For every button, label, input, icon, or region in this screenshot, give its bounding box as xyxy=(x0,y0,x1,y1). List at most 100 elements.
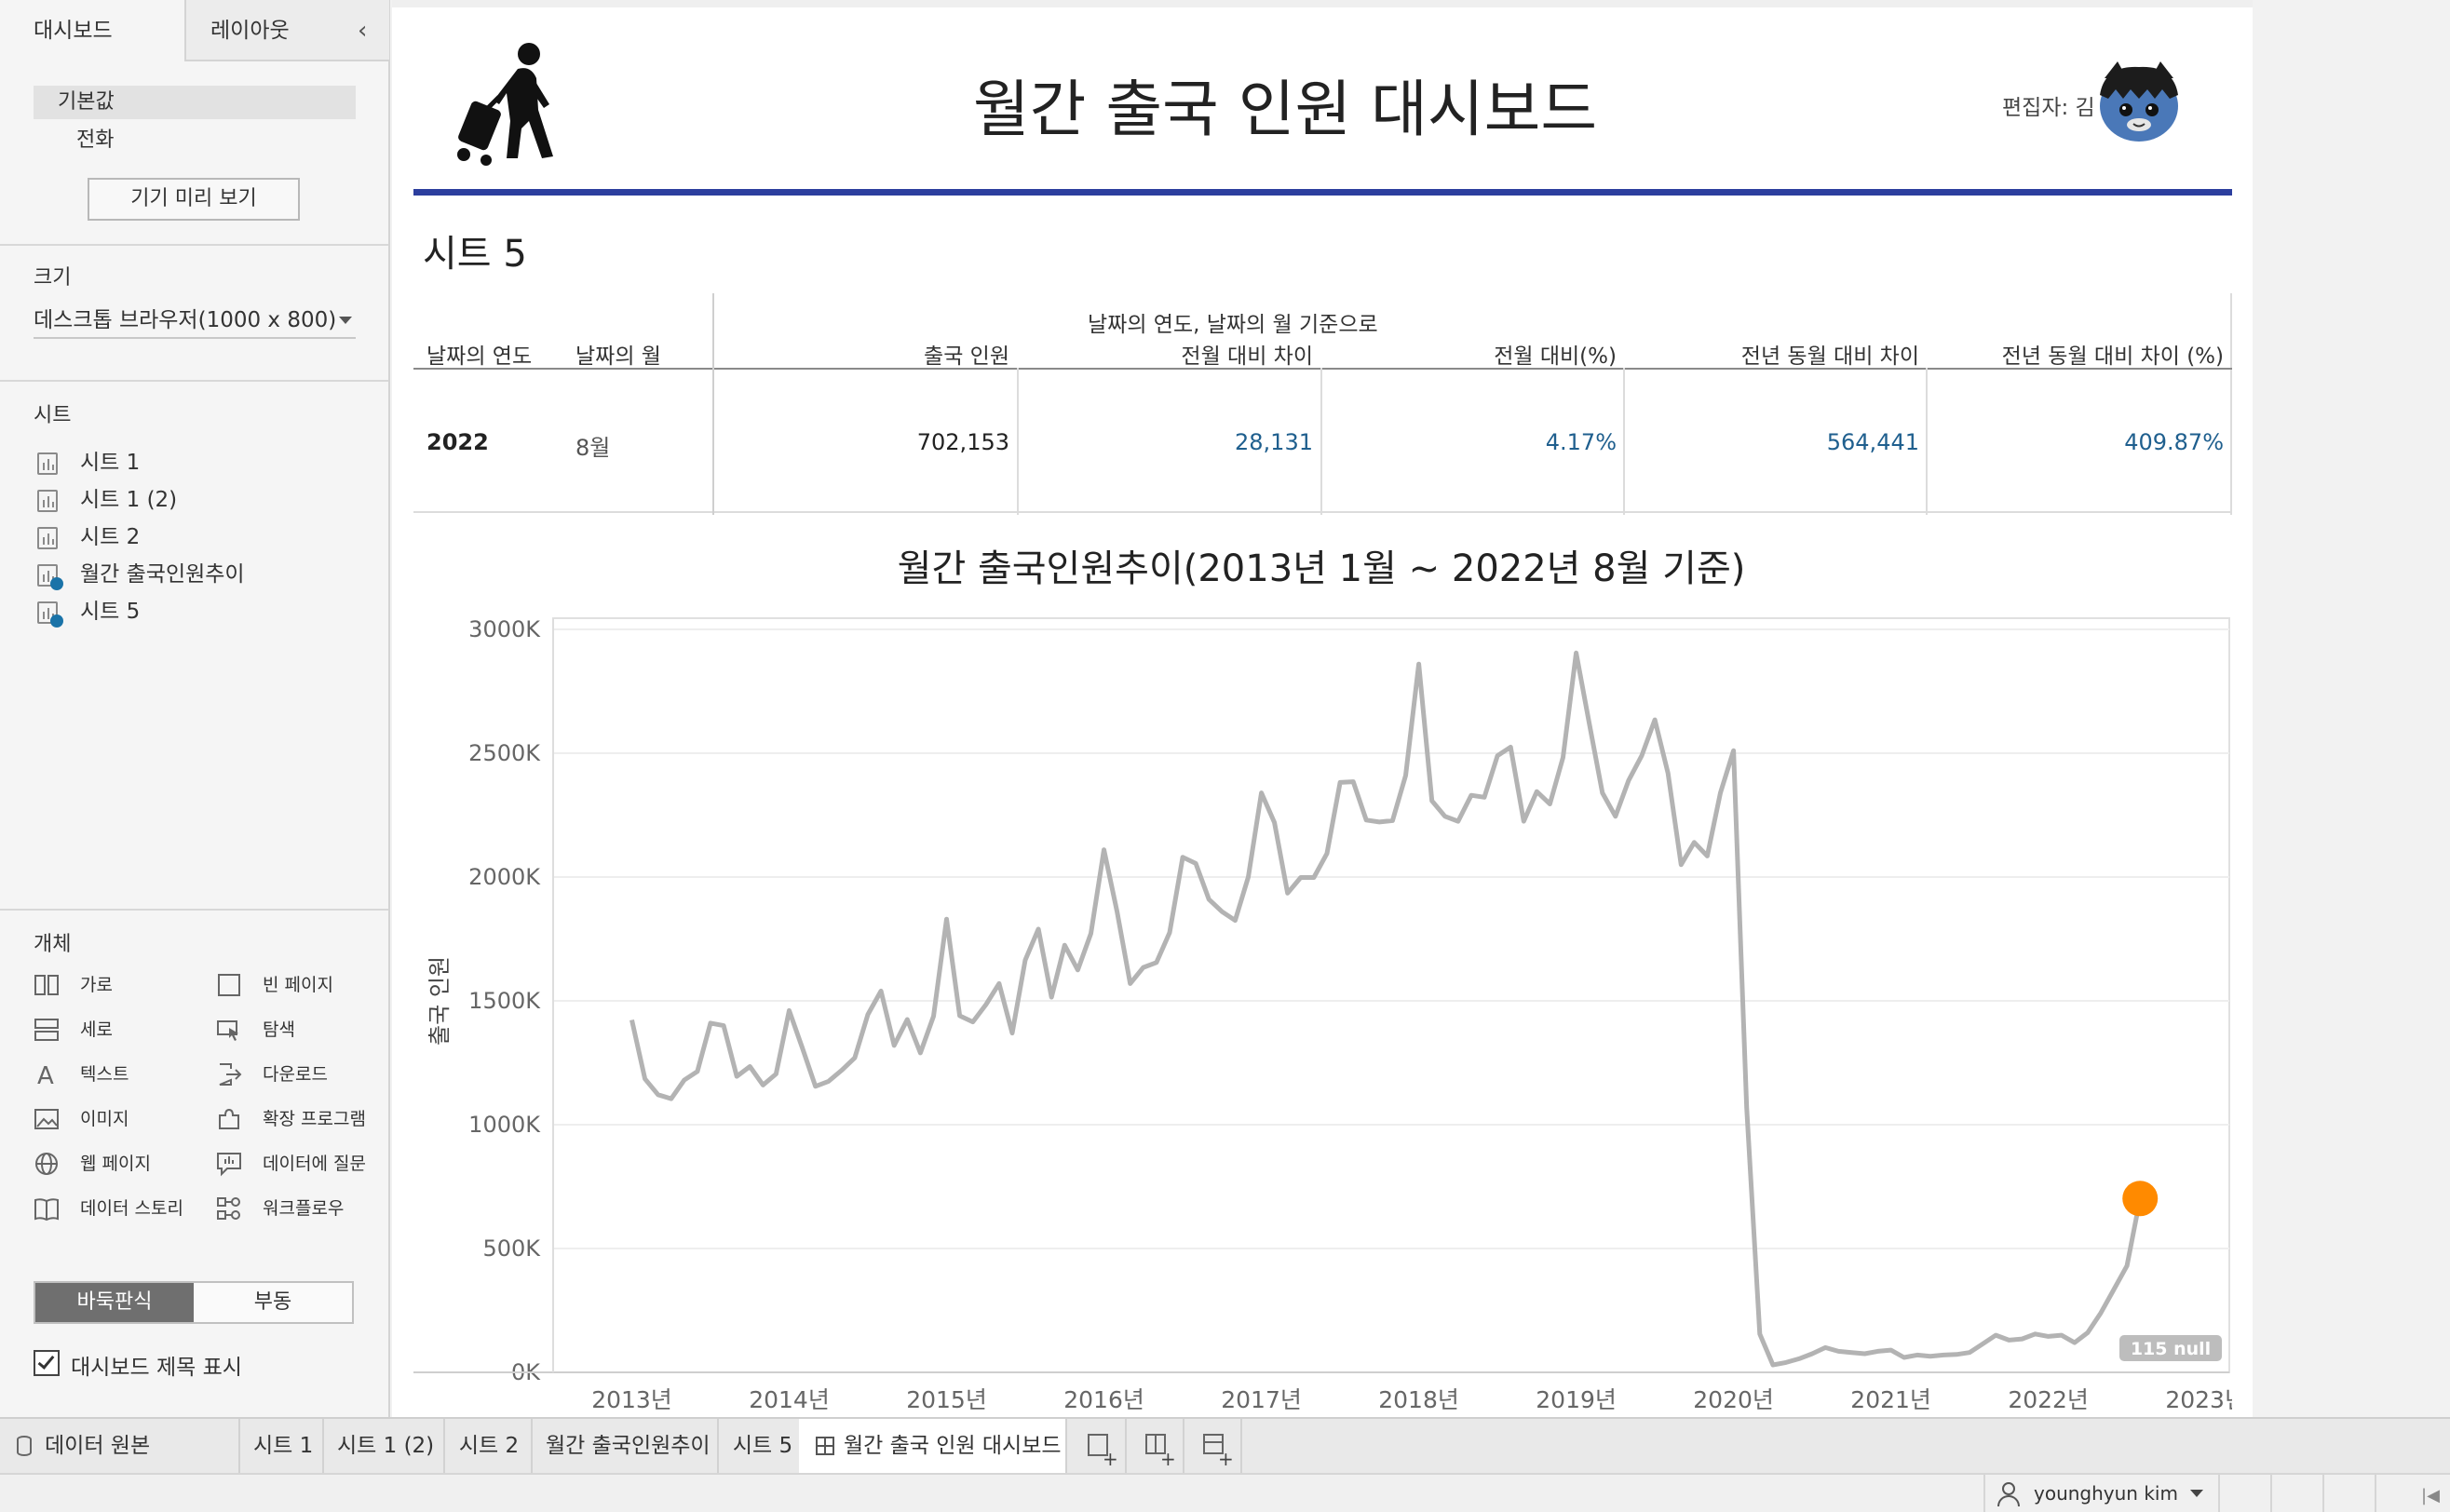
user-menu[interactable]: younghyun kim xyxy=(1983,1475,2216,1512)
table-group-header: 날짜의 연도, 날짜의 월 기준으로 xyxy=(1088,313,1378,337)
status-button[interactable] xyxy=(2322,1475,2375,1512)
x-tick-label: 2019년 xyxy=(1536,1386,1617,1413)
x-tick-label: 2013년 xyxy=(591,1386,672,1413)
ask-data-icon xyxy=(217,1153,241,1177)
floating-button[interactable]: 부동 xyxy=(194,1283,352,1322)
objects-section-title: 개체 xyxy=(34,933,72,956)
x-tick-label: 2021년 xyxy=(1850,1386,1931,1413)
tab-data-source[interactable]: 데이터 원본 xyxy=(0,1419,240,1473)
x-tick-label: 2020년 xyxy=(1693,1386,1774,1413)
svg-text:A: A xyxy=(37,1062,54,1087)
divider xyxy=(0,909,388,911)
placement-toggle: 바둑판식 부동 xyxy=(34,1281,354,1324)
sheet-tab[interactable]: 시트 1 xyxy=(242,1419,324,1473)
tab-dashboard-label: 월간 출국 인원 대시보드 xyxy=(844,1434,1062,1458)
sheet-tab[interactable]: 월간 출국인원추이 xyxy=(535,1419,719,1473)
sheet-item-label: 시트 5 xyxy=(80,600,141,624)
null-badge-label: 115 null xyxy=(2131,1339,2211,1359)
y-tick-label: 500K xyxy=(482,1235,541,1262)
status-button[interactable] xyxy=(2218,1475,2270,1512)
status-bar: younghyun kim |◀ xyxy=(0,1473,2450,1512)
avatar xyxy=(2100,61,2178,142)
y-axis-label: 출국 인원 xyxy=(426,956,453,1046)
size-value: 데스크톱 브라우저(1000 x 800) xyxy=(34,308,337,332)
null-badge xyxy=(2119,1335,2222,1361)
text-icon: A xyxy=(37,1062,54,1087)
table-col-divider xyxy=(1623,368,1625,515)
tab-data-source-label: 데이터 원본 xyxy=(45,1434,151,1458)
object-item-label: 데이터에 질문 xyxy=(263,1154,366,1174)
highlight-point xyxy=(2122,1181,2159,1217)
worksheet-icon xyxy=(37,527,58,549)
sheet-item-label: 시트 1 xyxy=(80,451,141,475)
header-yoy-diff: 전년 동월 대비 차이 xyxy=(1740,344,1919,369)
worksheet-icon xyxy=(37,490,58,512)
y-tick-label: 2000K xyxy=(468,864,541,890)
show-title-label: 대시보드 제목 표시 xyxy=(71,1356,242,1380)
user-name: younghyun kim xyxy=(2034,1482,2178,1505)
device-phone[interactable]: 전화 xyxy=(76,128,115,152)
cell-mom-diff: 28,131 xyxy=(1235,429,1313,455)
canvas-margin xyxy=(2253,0,2450,1417)
blank-icon xyxy=(218,974,240,996)
cell-month: 8월 xyxy=(575,435,611,461)
chart-background xyxy=(413,611,2232,1417)
database-icon xyxy=(17,1436,32,1456)
chevron-left-icon[interactable]: ‹ xyxy=(358,17,368,45)
header-yoy-pct: 전년 동월 대비 차이 (%) xyxy=(2001,344,2224,369)
cell-yoy-diff: 564,441 xyxy=(1826,429,1919,455)
x-tick-label: 2014년 xyxy=(749,1386,830,1413)
table-bottom-rule xyxy=(413,511,2232,513)
divider xyxy=(0,244,388,246)
cell-yoy-pct: 409.87% xyxy=(2124,429,2224,455)
size-dropdown[interactable]: 데스크톱 브라우저(1000 x 800) xyxy=(34,304,356,339)
table-col-divider xyxy=(1320,368,1322,515)
header-year: 날짜의 연도 xyxy=(426,344,533,369)
show-title-checkbox[interactable] xyxy=(34,1350,60,1376)
sheet-tab[interactable]: 시트 1 (2) xyxy=(326,1419,445,1473)
summary-table: 날짜의 연도, 날짜의 월 기준으로 날짜의 연도 날짜의 월 출국 인원 전월… xyxy=(413,293,2232,515)
object-item-label: 다운로드 xyxy=(263,1064,328,1085)
header-mom-pct: 전월 대비(%) xyxy=(1494,344,1617,369)
status-button[interactable] xyxy=(2270,1475,2322,1512)
x-tick-label: 2022년 xyxy=(2008,1386,2089,1413)
new-worksheet-icon[interactable]: + xyxy=(1073,1419,1127,1473)
sheet-item-label: 시트 1 (2) xyxy=(80,488,178,512)
object-item-label: 텍스트 xyxy=(80,1064,129,1085)
table-col-divider xyxy=(1017,368,1019,515)
new-dashboard-icon[interactable]: + xyxy=(1130,1419,1184,1473)
check-badge-icon xyxy=(50,614,63,628)
dashboard-title: 월간 출국 인원 대시보드 xyxy=(972,74,1598,145)
cell-departures: 702,153 xyxy=(916,429,1009,455)
sheet-tab-bar: 데이터 원본 시트 1 시트 1 (2) 시트 2 월간 출국인원추이 시트 5 월간 … xyxy=(0,1417,2450,1473)
y-tick-label: 1000K xyxy=(468,1112,541,1138)
tab-layout[interactable]: 레이아웃 xyxy=(184,0,389,61)
device-default[interactable]: 기본값 xyxy=(34,86,356,119)
navigation-icon xyxy=(217,1020,238,1041)
tiled-button[interactable]: 바둑판식 xyxy=(35,1283,194,1322)
download-icon xyxy=(219,1063,242,1086)
departures-line-chart: 0K 500K 1000K 1500K 2000K 2500K 3000K 2013년 2014… xyxy=(413,611,2232,1417)
y-tick-label: 3000K xyxy=(468,616,541,642)
device-preview-button[interactable]: 기기 미리 보기 xyxy=(88,178,300,221)
new-story-icon[interactable]: + xyxy=(1188,1419,1242,1473)
caret-down-icon xyxy=(2190,1490,2203,1497)
sheet-item-label: 월간 출국인원추이 xyxy=(80,562,245,587)
sheet-tab[interactable]: 시트 2 xyxy=(447,1419,533,1473)
sheets-section-title: 시트 xyxy=(34,404,72,427)
tab-dashboard-active[interactable]: 월간 출국 인원 대시보드 xyxy=(799,1419,1067,1473)
skip-first-icon: |◀ xyxy=(2421,1486,2440,1505)
object-item-label: 웹 페이지 xyxy=(80,1154,151,1174)
extension-icon xyxy=(219,1108,239,1129)
object-item-label: 가로 xyxy=(80,975,113,995)
cell-year: 2022 xyxy=(426,429,489,455)
first-sheet-button[interactable]: |◀ xyxy=(2375,1475,2450,1512)
object-item-label: 세로 xyxy=(80,1019,113,1040)
top-strip xyxy=(392,0,2450,7)
x-tick-label: 2017년 xyxy=(1221,1386,1302,1413)
sheet-tab[interactable]: 시트 5 xyxy=(721,1419,806,1473)
sheet-title: 시트 5 xyxy=(423,233,527,276)
tab-dashboard[interactable]: 대시보드 xyxy=(0,0,184,61)
